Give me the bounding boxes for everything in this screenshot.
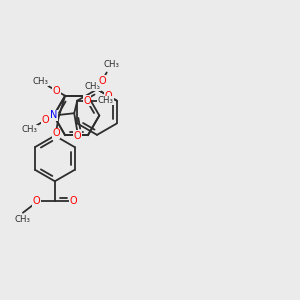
Text: N: N [50, 110, 57, 121]
Text: O: O [53, 86, 61, 96]
Text: O: O [70, 196, 77, 206]
Text: CH₃: CH₃ [103, 60, 119, 69]
Text: O: O [41, 115, 49, 125]
Text: O: O [32, 196, 40, 206]
Text: CH₃: CH₃ [15, 215, 31, 224]
Text: CH₃: CH₃ [33, 77, 49, 86]
Text: O: O [83, 96, 91, 106]
Text: CH₃: CH₃ [84, 82, 101, 91]
Text: O: O [52, 128, 60, 138]
Text: O: O [74, 131, 82, 141]
Text: CH₃: CH₃ [98, 96, 113, 105]
Text: O: O [105, 91, 112, 101]
Text: O: O [98, 76, 106, 86]
Text: CH₃: CH₃ [21, 125, 38, 134]
